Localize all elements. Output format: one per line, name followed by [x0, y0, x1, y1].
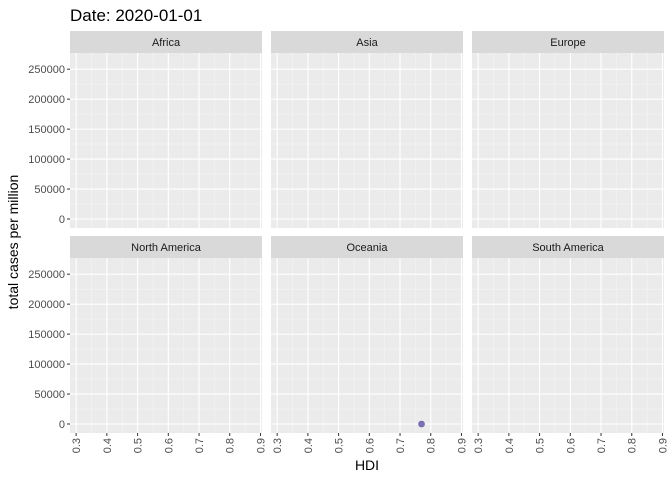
- x-tick-label: 0.9: [657, 438, 669, 453]
- x-tick-label: 0.5: [334, 438, 346, 453]
- y-tick-label: 150000: [28, 329, 65, 341]
- strip-label: Asia: [356, 37, 378, 49]
- x-tick-label: 0.7: [395, 438, 407, 453]
- strip-background: [70, 31, 262, 53]
- x-tick-label: 0.9: [255, 438, 267, 453]
- facet-panels: Africa 0 50000 100000 150000 200000 250000 Asia…: [28, 31, 669, 453]
- x-tick-label: 0.4: [102, 438, 114, 453]
- y-tick-label: 250000: [28, 64, 65, 76]
- panel-background: [70, 258, 262, 433]
- x-tick-label: 0.5: [535, 438, 547, 453]
- strip-background: [472, 236, 664, 258]
- y-tick-label: 200000: [28, 94, 65, 106]
- strip-label: Europe: [550, 37, 585, 49]
- data-point: [418, 420, 425, 428]
- x-tick-label: 0.8: [426, 438, 438, 453]
- strip-background: [271, 236, 463, 258]
- panel-background: [70, 53, 262, 228]
- panel-background: [472, 53, 664, 228]
- facet-north-america: North America 0 50000 100000 150000 200000 250…: [28, 236, 267, 453]
- strip-background: [472, 31, 664, 53]
- y-tick-label: 0: [59, 419, 65, 431]
- strip-background: [271, 31, 463, 53]
- facet-asia: Asia: [271, 31, 463, 228]
- chart-title: Date: 2020-01-01: [70, 6, 202, 25]
- y-tick-label: 50000: [34, 184, 65, 196]
- x-tick-label: 0.6: [565, 438, 577, 453]
- strip-label: South America: [532, 242, 604, 254]
- x-tick-label: 0.7: [596, 438, 608, 453]
- y-axis-title: total cases per million: [5, 175, 21, 310]
- y-tick-label: 100000: [28, 154, 65, 166]
- facet-south-america: South America 0.3 0.4 0.5 0.6 0.7 0.8 0.9: [472, 236, 669, 453]
- panel-background: [271, 53, 463, 228]
- y-tick-label: 150000: [28, 124, 65, 136]
- y-tick-label: 100000: [28, 359, 65, 371]
- x-tick-label: 0.9: [456, 438, 468, 453]
- strip-label: North America: [131, 242, 202, 254]
- x-tick-label: 0.6: [163, 438, 175, 453]
- y-tick-label: 200000: [28, 299, 65, 311]
- strip-background: [70, 236, 262, 258]
- x-axis-title: HDI: [355, 457, 379, 473]
- x-tick-label: 0.7: [194, 438, 206, 453]
- x-tick-label: 0.4: [303, 438, 315, 453]
- facet-africa: Africa 0 50000 100000 150000 200000 250000: [28, 31, 262, 228]
- facet-oceania: Oceania 0.3 0.4 0.5 0.6 0.7 0.8 0.9: [271, 236, 468, 453]
- x-tick-label: 0.4: [504, 438, 516, 453]
- x-tick-label: 0.6: [364, 438, 376, 453]
- y-tick-label: 250000: [28, 269, 65, 281]
- x-tick-label: 0.5: [133, 438, 145, 453]
- x-tick-label: 0.3: [71, 438, 83, 453]
- panel-background: [271, 258, 463, 433]
- y-tick-label: 50000: [34, 389, 65, 401]
- x-tick-label: 0.3: [272, 438, 284, 453]
- panel-background: [472, 258, 664, 433]
- strip-label: Africa: [152, 37, 181, 49]
- y-tick-label: 0: [59, 214, 65, 226]
- x-tick-label: 0.3: [473, 438, 485, 453]
- x-tick-label: 0.8: [225, 438, 237, 453]
- strip-label: Oceania: [347, 242, 389, 254]
- facet-europe: Europe: [472, 31, 664, 228]
- x-tick-label: 0.8: [627, 438, 639, 453]
